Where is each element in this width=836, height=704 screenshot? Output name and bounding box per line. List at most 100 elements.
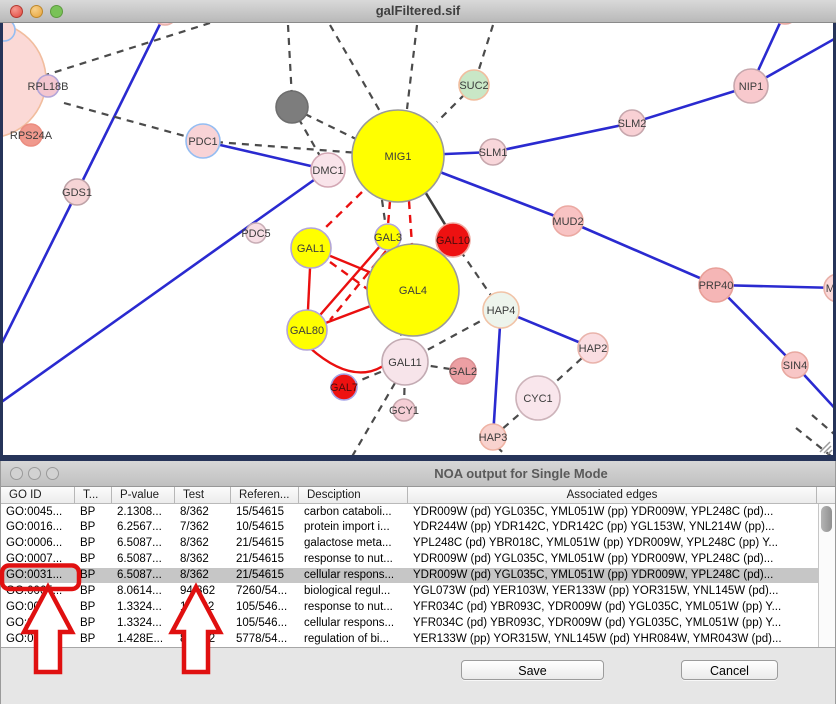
edge[interactable] xyxy=(491,309,503,438)
zoom-button-inactive[interactable] xyxy=(46,467,59,480)
column-header-p-value[interactable]: P-value xyxy=(112,487,175,503)
minimize-button-inactive[interactable] xyxy=(28,467,41,480)
save-button[interactable]: Save xyxy=(461,660,604,680)
edge[interactable] xyxy=(404,360,464,373)
table-row[interactable]: GO:0006... BP 6.5087... 8/362 21/54615 galact… xyxy=(1,536,818,552)
table-row[interactable]: GO:0031... BP 1.3324... 11/362 105/546... cel… xyxy=(1,615,818,631)
cell: 7260/54... xyxy=(236,584,288,597)
column-header-associated-edges[interactable]: Associated edges xyxy=(566,489,658,501)
node-GAL1[interactable] xyxy=(290,227,332,269)
node-top-mid[interactable] xyxy=(152,0,178,26)
node-gray-node[interactable] xyxy=(275,90,309,124)
edge[interactable] xyxy=(436,84,475,123)
table-row[interactable]: GO:0050... BP 1.428E... 80/362 5778/54... reg… xyxy=(1,631,818,647)
edge[interactable] xyxy=(492,397,539,438)
edge[interactable] xyxy=(309,347,384,374)
edge[interactable] xyxy=(321,191,363,232)
cancel-button[interactable]: Cancel xyxy=(681,660,778,680)
node-label-GAL80: GAL80 xyxy=(290,325,324,337)
node-GAL3[interactable] xyxy=(374,223,402,251)
node-GAL2[interactable] xyxy=(449,357,477,385)
node-SLM2[interactable] xyxy=(618,109,646,137)
column-header-desciption[interactable]: Desciption xyxy=(299,487,408,503)
node-GAL11[interactable] xyxy=(381,338,429,386)
table-row[interactable]: GO:0065... BP 8.0614... 94/362 7260/54... bio… xyxy=(1,583,818,599)
node-RPS24A[interactable] xyxy=(19,123,43,147)
edge[interactable] xyxy=(405,24,419,110)
node-GAL80[interactable] xyxy=(286,309,328,351)
node-GAL4[interactable] xyxy=(366,243,460,337)
vertical-scrollbar[interactable] xyxy=(818,504,835,647)
node-GDS1[interactable] xyxy=(63,178,91,206)
node-GAL7[interactable] xyxy=(330,373,358,401)
node-DMC1[interactable] xyxy=(310,152,346,188)
edge[interactable] xyxy=(386,200,392,226)
edge[interactable] xyxy=(75,13,167,193)
edge[interactable] xyxy=(567,219,717,287)
edge[interactable] xyxy=(349,382,396,461)
close-button-inactive[interactable] xyxy=(10,467,23,480)
network-canvas[interactable]: RPL18B RPS24A GDS1 PDC1 DMC1 SUC2 MIG1 SLM1 SLM2… xyxy=(0,0,836,462)
node-NIP1[interactable] xyxy=(733,68,769,104)
noa-window-titlebar[interactable]: NOA output for Single Mode xyxy=(1,461,835,487)
table-row[interactable]: GO:0031... BP 1.3324... 11/362 105/546... res… xyxy=(1,599,818,615)
table-row[interactable]: GO:0031... BP 6.5087... 8/362 21/54615 cellul… xyxy=(1,567,818,584)
cell: 11/362 xyxy=(180,616,215,629)
cell: GO:0065... xyxy=(6,584,63,597)
edge[interactable] xyxy=(0,191,79,348)
node-PRP40[interactable] xyxy=(698,267,734,303)
table-row[interactable]: GO:0045... BP 2.1308... 8/362 15/54615 carbon… xyxy=(1,504,818,520)
edge[interactable] xyxy=(811,414,836,446)
node-SIN4[interactable] xyxy=(781,351,809,379)
node-label-GAL4: GAL4 xyxy=(399,285,427,297)
cell: 8.0614... xyxy=(117,584,162,597)
node-HAP4[interactable] xyxy=(482,291,520,329)
zoom-button[interactable] xyxy=(50,5,63,18)
edge[interactable] xyxy=(492,121,633,154)
cell: GO:0045... xyxy=(6,505,63,518)
node-HAP3[interactable] xyxy=(479,423,507,451)
column-header-t-[interactable]: T... xyxy=(75,487,112,503)
node-MIG1[interactable] xyxy=(351,109,445,203)
edge[interactable] xyxy=(795,427,836,461)
scrollbar-thumb[interactable] xyxy=(821,506,832,532)
column-header-referen-[interactable]: Referen... xyxy=(231,487,299,503)
node-top-right[interactable] xyxy=(771,0,799,25)
node-GCY1[interactable] xyxy=(392,398,416,422)
resize-grip-icon[interactable] xyxy=(819,441,833,455)
button-bar: Save Cancel xyxy=(1,648,835,704)
node-SLM1[interactable] xyxy=(479,138,507,166)
cell: YER133W (pp) YOR315W, YNL145W (pd) YHR08… xyxy=(413,632,782,645)
node-PDC1[interactable] xyxy=(185,123,221,159)
edge[interactable] xyxy=(286,24,294,100)
node-PDC5[interactable] xyxy=(245,222,267,244)
edge[interactable] xyxy=(202,139,329,172)
node-GAL10[interactable] xyxy=(435,222,471,258)
edge[interactable] xyxy=(407,200,414,246)
close-button[interactable] xyxy=(10,5,23,18)
edge[interactable] xyxy=(631,84,752,125)
minimize-button[interactable] xyxy=(30,5,43,18)
column-header-test[interactable]: Test xyxy=(175,487,231,503)
edge[interactable] xyxy=(304,113,359,141)
edge[interactable] xyxy=(422,189,448,227)
node-HAP2[interactable] xyxy=(577,332,609,364)
node-CYC1[interactable] xyxy=(515,375,561,421)
edge[interactable] xyxy=(29,21,211,82)
network-window-titlebar[interactable]: galFiltered.sif xyxy=(0,0,836,23)
network-graph[interactable]: RPL18B RPS24A GDS1 PDC1 DMC1 SUC2 MIG1 SLM1 SLM2… xyxy=(0,0,836,462)
edge[interactable] xyxy=(329,24,382,114)
cell: 80/362 xyxy=(180,632,216,645)
cell: GO:0016... xyxy=(6,521,63,534)
edge[interactable] xyxy=(715,283,836,290)
edge[interactable] xyxy=(715,284,796,366)
node-MUD2[interactable] xyxy=(552,205,584,237)
node-RPL18B[interactable] xyxy=(36,74,60,98)
table-row[interactable]: GO:0016... BP 6.2567... 7/362 10/54615 protei… xyxy=(1,520,818,536)
table-row[interactable]: GO:0007... BP 6.5087... 8/362 21/54615 respon… xyxy=(1,552,818,568)
cell: response to nut... xyxy=(304,600,393,613)
edge[interactable] xyxy=(63,101,204,143)
column-header-go-id[interactable]: GO ID xyxy=(1,487,75,503)
node-SUC2[interactable] xyxy=(458,69,490,101)
edge[interactable] xyxy=(0,168,329,405)
